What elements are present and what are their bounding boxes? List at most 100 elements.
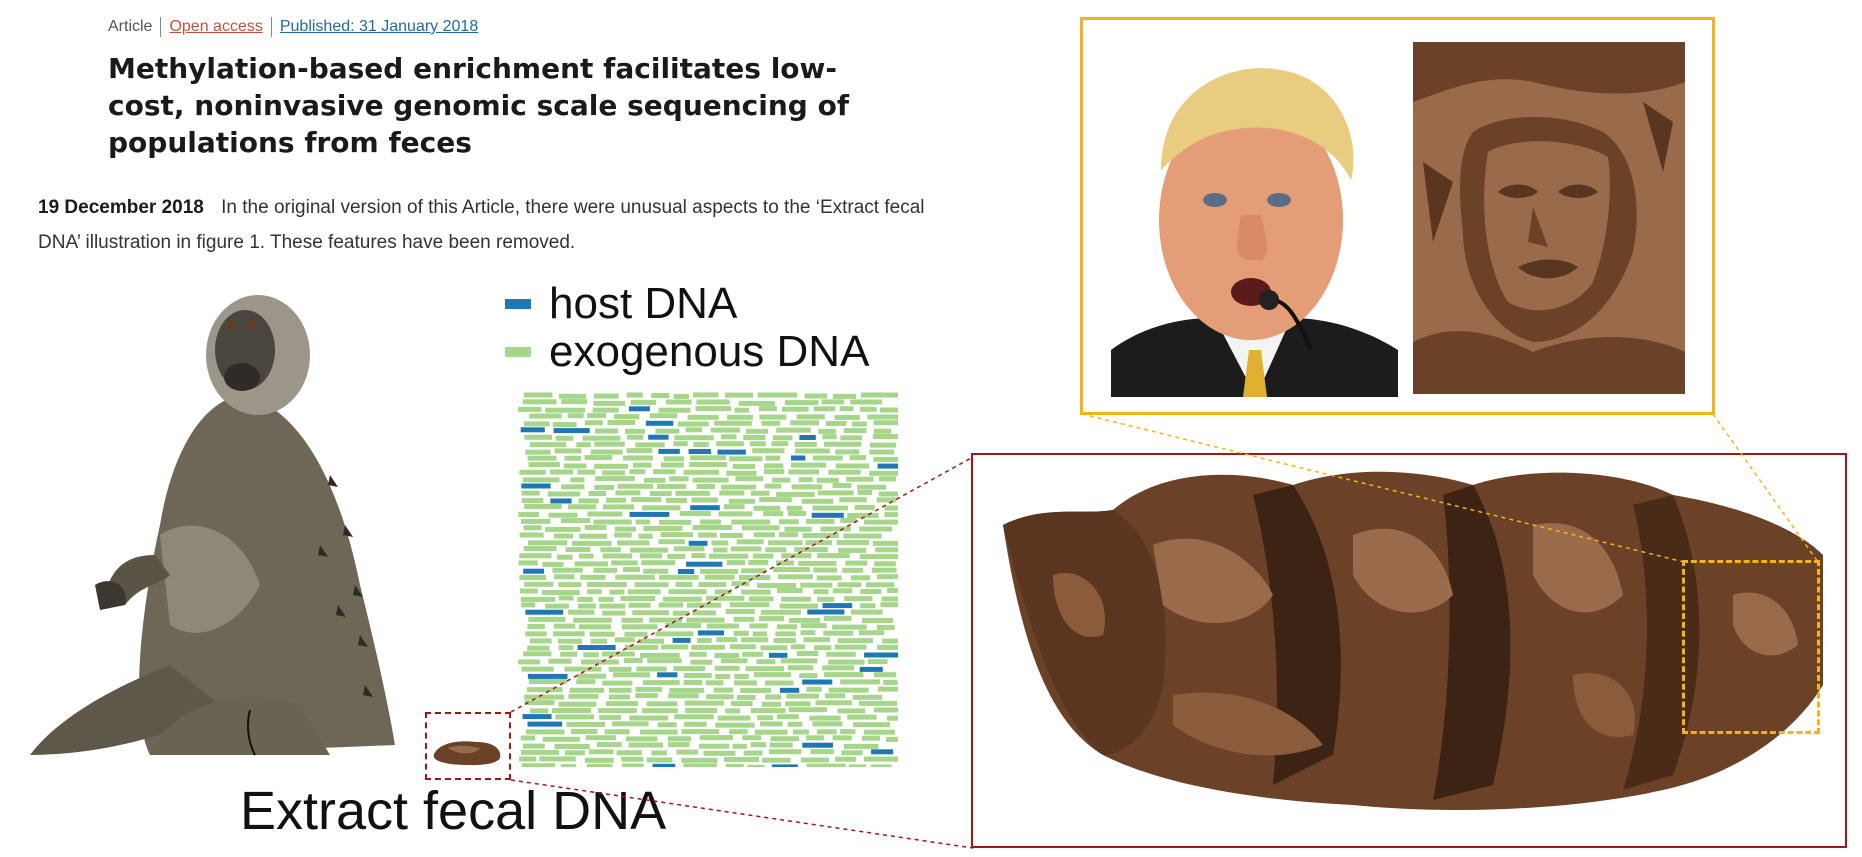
published-date-link[interactable]: Published: 31 January 2018 — [279, 18, 479, 35]
exogenous-dna-read — [874, 707, 898, 713]
exogenous-dna-read — [621, 756, 644, 762]
exogenous-dna-read — [816, 575, 842, 581]
host-dna-read — [811, 512, 844, 518]
exogenous-dna-read — [835, 463, 870, 469]
exogenous-dna-read — [626, 448, 653, 454]
exogenous-dna-read — [796, 651, 819, 656]
exogenous-dna-read — [676, 749, 699, 755]
exogenous-dna-read — [880, 602, 898, 608]
exogenous-dna-read — [763, 469, 785, 475]
exogenous-dna-read — [677, 421, 709, 427]
legend-swatch-host — [505, 299, 531, 309]
exogenous-dna-read — [873, 672, 897, 678]
exogenous-dna-read — [759, 497, 792, 503]
exogenous-dna-read — [840, 729, 856, 735]
exogenous-dna-read — [594, 463, 629, 469]
exogenous-dna-read — [635, 686, 663, 692]
exogenous-dna-read — [590, 638, 608, 644]
zoom-box-small — [425, 712, 511, 780]
exogenous-dna-read — [529, 708, 549, 714]
exogenous-dna-read — [732, 743, 747, 749]
exogenous-dna-read — [623, 658, 643, 663]
exogenous-dna-read — [817, 490, 854, 496]
exogenous-dna-read — [817, 729, 837, 735]
exogenous-dna-read — [742, 651, 763, 657]
correction-notice: 19 December 2018 In the original version… — [38, 190, 928, 260]
exogenous-dna-read — [876, 624, 895, 630]
exogenous-dna-read — [649, 617, 683, 623]
exogenous-dna-read — [523, 546, 557, 551]
exogenous-dna-read — [706, 694, 734, 700]
exogenous-dna-read — [873, 420, 898, 426]
exogenous-dna-read — [611, 560, 638, 566]
article-title: Methylation-based enrichment facilitates… — [108, 52, 850, 159]
correction-date: 19 December 2018 — [38, 197, 204, 218]
host-dna-read — [771, 764, 798, 767]
exogenous-dna-read — [667, 736, 692, 742]
host-dna-read — [822, 603, 853, 609]
host-dna-read — [802, 679, 833, 685]
exogenous-dna-read — [805, 540, 833, 546]
exogenous-dna-read — [522, 399, 557, 405]
exogenous-dna-read — [608, 687, 632, 693]
exogenous-dna-read — [768, 540, 803, 546]
exogenous-dna-read — [734, 673, 749, 679]
exogenous-dna-read — [869, 470, 898, 476]
exogenous-dna-read — [589, 749, 614, 755]
meta-divider — [160, 17, 162, 37]
exogenous-dna-read — [815, 700, 852, 706]
exogenous-dna-read — [723, 504, 745, 510]
exogenous-dna-read — [621, 617, 643, 623]
exogenous-dna-read — [620, 596, 656, 601]
exogenous-dna-read — [870, 442, 897, 448]
exogenous-dna-read — [673, 393, 689, 399]
exogenous-dna-read — [570, 477, 585, 483]
exogenous-dna-read — [706, 595, 745, 601]
exogenous-dna-read — [834, 414, 860, 420]
exogenous-dna-read — [834, 644, 867, 650]
exogenous-dna-read — [683, 721, 707, 727]
exogenous-dna-read — [681, 757, 718, 763]
exogenous-dna-read — [844, 596, 873, 602]
host-dna-read — [525, 609, 564, 615]
exogenous-dna-read — [520, 596, 556, 602]
exogenous-dna-read — [674, 714, 714, 720]
exogenous-dna-read — [775, 560, 794, 566]
exogenous-dna-read — [886, 736, 898, 742]
exogenous-dna-read — [602, 553, 633, 559]
exogenous-dna-read — [750, 490, 770, 496]
exogenous-dna-read — [524, 581, 554, 587]
exogenous-dna-read — [849, 764, 867, 767]
exogenous-dna-read — [817, 596, 835, 602]
exogenous-dna-read — [665, 623, 702, 628]
exogenous-dna-read — [803, 637, 830, 643]
exogenous-dna-read — [617, 540, 650, 546]
exogenous-dna-read — [699, 735, 733, 741]
exogenous-dna-read — [724, 392, 754, 398]
exogenous-dna-read — [561, 518, 591, 524]
exogenous-dna-read — [630, 399, 657, 405]
exogenous-dna-read — [862, 735, 881, 741]
exogenous-dna-read — [595, 428, 618, 434]
exogenous-dna-read — [798, 560, 837, 566]
exogenous-dna-read — [525, 449, 551, 455]
exogenous-dna-read — [643, 526, 683, 531]
open-access-link[interactable]: Open access — [169, 18, 263, 35]
exogenous-dna-read — [860, 603, 876, 609]
exogenous-dna-read — [733, 616, 755, 622]
exogenous-dna-read — [567, 609, 595, 615]
exogenous-dna-read — [651, 750, 667, 756]
exogenous-dna-read — [784, 526, 812, 532]
exogenous-dna-read — [720, 533, 743, 538]
exogenous-dna-read — [590, 449, 623, 455]
exogenous-dna-read — [529, 413, 562, 419]
exogenous-dna-read — [584, 757, 614, 763]
exogenous-dna-read — [730, 546, 762, 552]
exogenous-dna-read — [642, 505, 681, 511]
exogenous-dna-read — [753, 505, 781, 511]
exogenous-dna-read — [649, 413, 678, 419]
exogenous-dna-read — [845, 560, 868, 566]
exogenous-dna-read — [884, 505, 898, 511]
exogenous-dna-read — [554, 744, 590, 749]
exogenous-dna-read — [757, 583, 797, 588]
